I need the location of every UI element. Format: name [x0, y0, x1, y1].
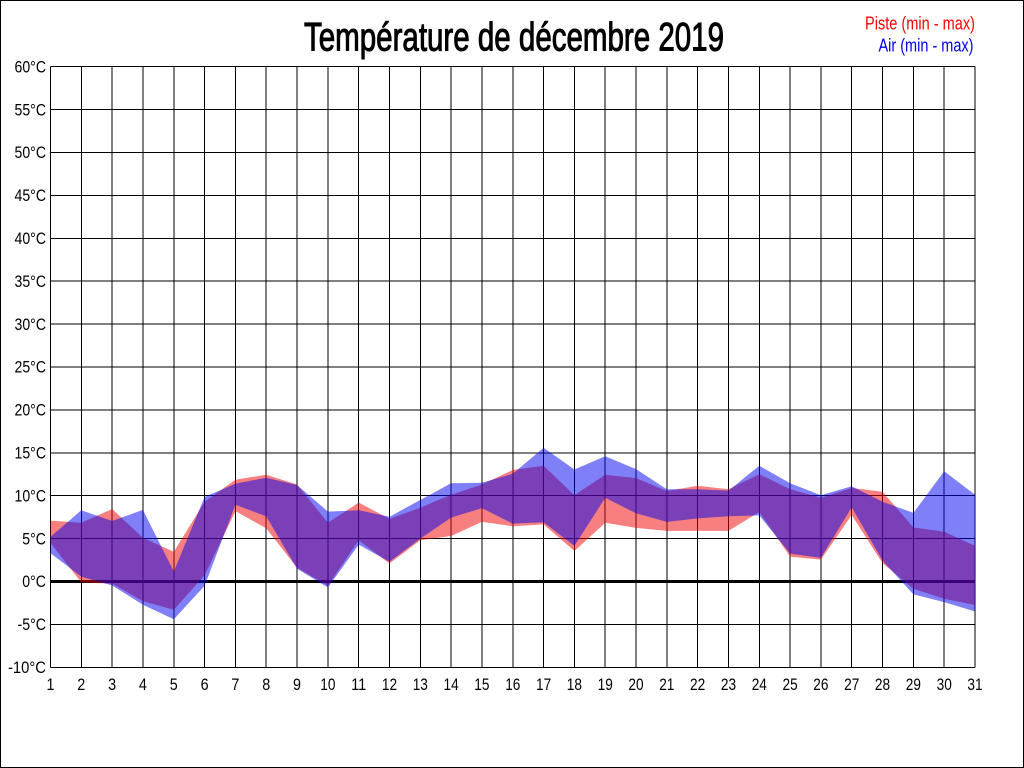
svg-text:30: 30	[937, 675, 952, 694]
svg-text:20°C: 20°C	[15, 401, 47, 420]
svg-text:-10°C: -10°C	[8, 658, 46, 677]
svg-text:50°C: 50°C	[15, 143, 47, 162]
svg-text:5°C: 5°C	[22, 529, 46, 548]
svg-text:35°C: 35°C	[15, 272, 47, 291]
svg-text:17: 17	[536, 675, 551, 694]
svg-text:5: 5	[170, 675, 178, 694]
svg-text:18: 18	[567, 675, 582, 694]
svg-text:40°C: 40°C	[15, 229, 47, 248]
svg-text:Température de décembre 2019: Température de décembre 2019	[304, 15, 724, 59]
svg-text:31: 31	[967, 675, 982, 694]
svg-text:60°C: 60°C	[15, 57, 47, 76]
svg-text:23: 23	[721, 675, 736, 694]
svg-text:28: 28	[875, 675, 890, 694]
svg-text:27: 27	[844, 675, 859, 694]
svg-text:3: 3	[108, 675, 116, 694]
svg-text:30°C: 30°C	[15, 315, 47, 334]
svg-text:6: 6	[201, 675, 209, 694]
svg-text:4: 4	[139, 675, 147, 694]
svg-text:24: 24	[752, 675, 767, 694]
svg-text:14: 14	[444, 675, 459, 694]
svg-text:16: 16	[505, 675, 520, 694]
svg-text:8: 8	[262, 675, 270, 694]
svg-text:19: 19	[598, 675, 613, 694]
svg-text:25°C: 25°C	[15, 358, 47, 377]
svg-text:10: 10	[320, 675, 335, 694]
svg-text:22: 22	[690, 675, 705, 694]
svg-text:-5°C: -5°C	[18, 615, 47, 634]
svg-text:13: 13	[413, 675, 428, 694]
svg-text:45°C: 45°C	[15, 186, 47, 205]
svg-text:9: 9	[293, 675, 301, 694]
svg-text:0°C: 0°C	[22, 572, 46, 591]
svg-text:15: 15	[474, 675, 489, 694]
svg-text:7: 7	[231, 675, 239, 694]
svg-text:26: 26	[813, 675, 828, 694]
svg-text:11: 11	[351, 675, 366, 694]
svg-text:1: 1	[47, 675, 55, 694]
svg-text:55°C: 55°C	[15, 100, 47, 119]
svg-text:2: 2	[77, 675, 85, 694]
svg-text:20: 20	[628, 675, 643, 694]
svg-text:29: 29	[906, 675, 921, 694]
svg-text:Piste (min - max): Piste (min - max)	[865, 13, 975, 34]
svg-text:15°C: 15°C	[15, 444, 47, 463]
svg-text:Air (min - max): Air (min - max)	[879, 35, 974, 56]
svg-text:25: 25	[783, 675, 798, 694]
svg-text:10°C: 10°C	[15, 486, 47, 505]
svg-text:12: 12	[382, 675, 397, 694]
svg-text:21: 21	[659, 675, 674, 694]
